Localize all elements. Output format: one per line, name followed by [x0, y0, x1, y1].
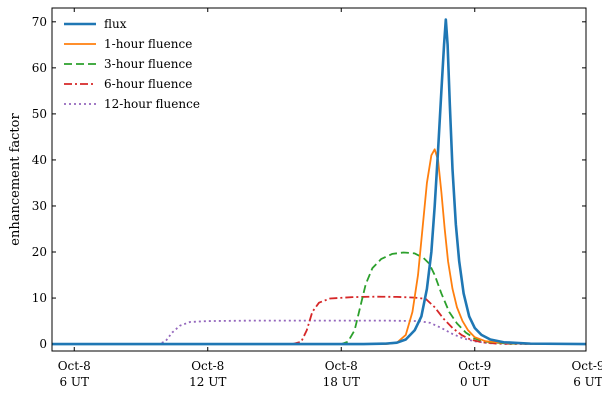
legend-label: flux [104, 17, 127, 31]
legend-label: 3-hour fluence [104, 57, 192, 71]
y-tick-label: 60 [32, 61, 47, 75]
series-line-1-hour-fluence [52, 148, 586, 345]
legend-label: 12-hour fluence [104, 97, 200, 111]
y-tick-label: 70 [32, 15, 47, 29]
y-tick-label: 10 [32, 291, 47, 305]
series-line-flux [52, 18, 586, 346]
x-tick-label-date: Oct-9 [458, 359, 491, 373]
y-tick-label: 30 [32, 199, 47, 213]
y-axis-ticks: 0 10 20 30 40 50 60 70 [32, 15, 586, 351]
x-tick-label-time: 6 UT [573, 375, 602, 389]
y-tick-label: 50 [32, 107, 47, 121]
y-tick-label: 0 [39, 337, 47, 351]
series-line-6-hour-fluence [52, 295, 586, 345]
legend-label: 1-hour fluence [104, 37, 192, 51]
x-tick-label-date: Oct-8 [325, 359, 358, 373]
y-tick-label: 20 [32, 245, 47, 259]
y-axis-label: enhancement factor [8, 113, 23, 246]
x-tick-label-time: 6 UT [59, 375, 89, 389]
x-tick-label-time: 12 UT [189, 375, 226, 389]
series-layer [52, 18, 586, 346]
x-tick-label-date: Oct-8 [191, 359, 224, 373]
x-tick-label-time: 0 UT [460, 375, 490, 389]
legend: flux 1-hour fluence 3-hour fluence 6-hour f… [64, 17, 200, 111]
x-tick-label-time: 18 UT [323, 375, 360, 389]
plot-frame [51, 7, 587, 352]
y-tick-label: 40 [32, 153, 47, 167]
x-tick-label-date: Oct-9 [571, 359, 602, 373]
x-tick-label-date: Oct-8 [58, 359, 91, 373]
legend-label: 6-hour fluence [104, 77, 192, 91]
series-line-12-hour-fluence [52, 319, 586, 345]
series-line-3-hour-fluence [52, 251, 586, 345]
x-axis-ticks: Oct-8 6 UT Oct-8 12 UT Oct-8 18 UT Oct-9 0 UT Oc… [58, 8, 602, 389]
